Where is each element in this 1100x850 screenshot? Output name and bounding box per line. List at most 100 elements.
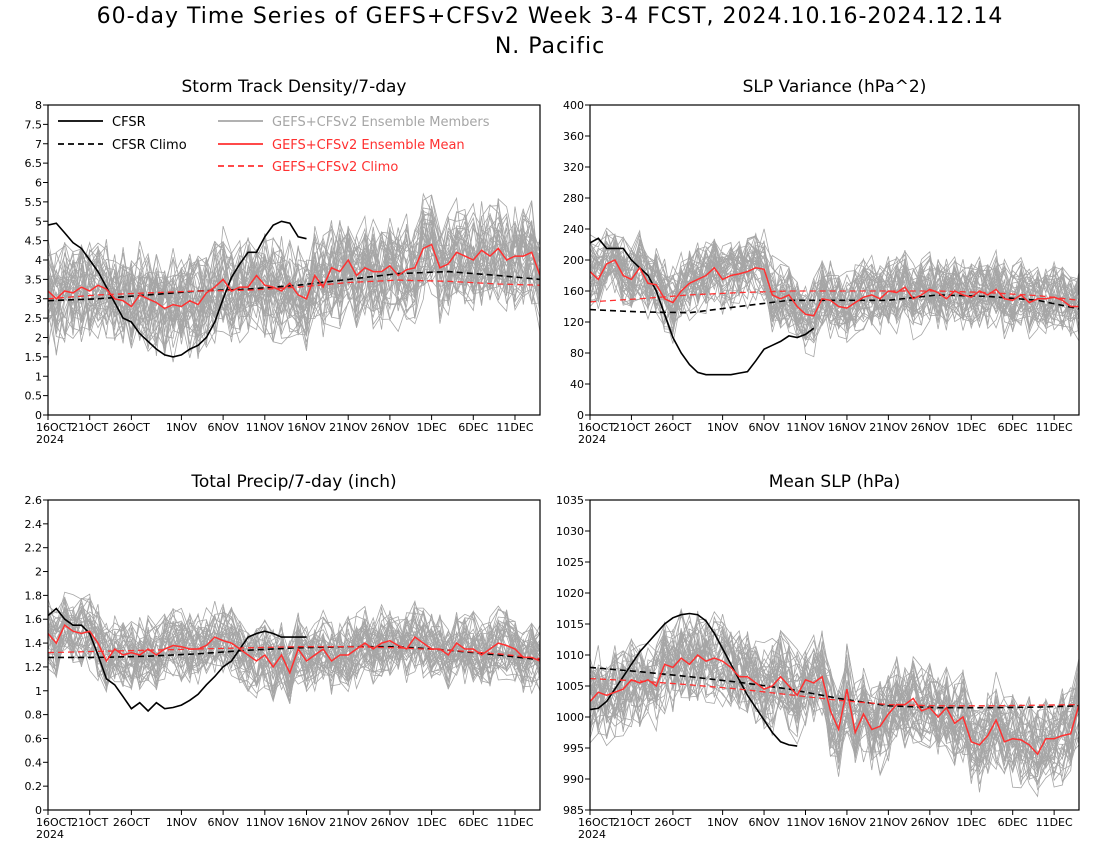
plot-frame (47, 104, 541, 416)
plot-area (590, 227, 1079, 376)
plot-frame (589, 104, 1080, 416)
ensemble-member-line (590, 615, 1079, 765)
x-year-label: 2024 (578, 828, 606, 841)
ensemble-member-line (48, 202, 540, 324)
ensemble-member-line (590, 629, 1079, 774)
y-tick-label: 5 (35, 215, 42, 228)
y-tick-label: 985 (563, 804, 584, 817)
panel-title: SLP Variance (hPa^2) (743, 77, 927, 97)
y-tick-label: 0 (35, 804, 42, 817)
y-tick-label: 7 (35, 138, 42, 151)
gefs-cfsv2-ensemble-mean-line (590, 259, 1079, 317)
panel-4: Mean SLP (hPa) 985 990 995 1000 1005 1010 1015 1… (556, 472, 1080, 841)
x-year-label: 2024 (578, 433, 606, 446)
y-tick-label: 0.2 (25, 780, 43, 793)
legend-label: CFSR (112, 115, 146, 130)
x-tick-label: 21NOV (869, 816, 908, 829)
y-tick-label: 6 (35, 177, 42, 190)
ensemble-member-line (590, 637, 1079, 765)
legend-label: GEFS+CFSv2 Ensemble Mean (272, 138, 465, 153)
x-tick-label: 1DEC (956, 816, 986, 829)
x-tick-label: 26NOV (371, 421, 410, 434)
x-tick-label: 1NOV (166, 816, 198, 829)
ensemble-member-line (48, 601, 540, 673)
x-tick-label: 11DEC (496, 421, 533, 434)
x-tick-label: 1NOV (166, 421, 198, 434)
x-tick-label: 16NOV (828, 421, 867, 434)
y-tick-label: 320 (563, 161, 584, 174)
y-tick-label: 2.4 (25, 518, 43, 531)
x-tick-label: 6DEC (458, 816, 488, 829)
legend: CFSR CFSR Climo GEFS+CFSv2 Ensemble Member… (58, 115, 490, 175)
x-tick-label: 6DEC (458, 421, 488, 434)
cfsr-line (590, 237, 815, 376)
y-tick-label: 3 (35, 293, 42, 306)
ensemble-member-line (590, 232, 1079, 331)
y-tick-label: 2.2 (25, 542, 43, 555)
x-tick-label: 11NOV (246, 421, 285, 434)
ensemble-member-line (48, 230, 540, 345)
y-tick-label: 1030 (556, 525, 584, 538)
x-tick-label: 6NOV (208, 816, 240, 829)
x-tick-label: 21NOV (329, 816, 368, 829)
ensemble-member-line (48, 195, 540, 331)
ensemble-member-line (590, 240, 1079, 341)
y-tick-label: 1 (35, 370, 42, 383)
x-tick-label: 26OCT (113, 816, 150, 829)
figure-subtitle: N. Pacific (494, 34, 606, 59)
legend-label: GEFS+CFSv2 Climo (272, 160, 398, 175)
ensemble-member-line (590, 638, 1079, 789)
x-tick-label: 21OCT (71, 421, 108, 434)
y-tick-label: 1 (35, 685, 42, 698)
y-tick-label: 0.8 (25, 709, 43, 722)
plot-area (48, 591, 540, 713)
x-year-label: 2024 (36, 433, 64, 446)
cfsr-line (48, 607, 307, 713)
ensemble-member-line (48, 613, 540, 690)
x-tick-label: 11NOV (786, 421, 825, 434)
x-year-label: 2024 (36, 828, 64, 841)
x-tick-label: 21OCT (71, 816, 108, 829)
ensemble-member-line (590, 610, 1079, 755)
y-tick-label: 1.5 (25, 351, 43, 364)
ensemble-member-line (590, 241, 1079, 327)
ensemble-member-line (590, 235, 1079, 324)
y-tick-label: 990 (563, 773, 584, 786)
y-tick-label: 360 (563, 130, 584, 143)
panel-3: Total Precip/7-day (inch)00.20.40.60.811… (25, 472, 541, 841)
x-tick-label: 1NOV (707, 421, 739, 434)
y-tick-label: 0.5 (25, 390, 43, 403)
ensemble-member-line (590, 612, 1079, 763)
y-tick-label: 280 (563, 192, 584, 205)
x-tick-label: 6DEC (998, 816, 1028, 829)
y-tick-label: 200 (563, 254, 584, 267)
cfsr-climo-line (48, 270, 540, 302)
x-tick-label: 16NOV (828, 816, 867, 829)
x-tick-label: 1DEC (417, 421, 447, 434)
gefs-cfsv2-climo-line (48, 279, 540, 300)
y-tick-label: 1005 (556, 680, 584, 693)
x-tick-label: 16OCT (36, 421, 73, 434)
ensemble-member-line (48, 218, 540, 335)
x-tick-label: 26OCT (654, 421, 691, 434)
x-tick-label: 16NOV (287, 816, 326, 829)
figure-title: 60-day Time Series of GEFS+CFSv2 Week 3-… (96, 4, 1004, 29)
y-tick-label: 4 (35, 254, 42, 267)
x-tick-label: 21OCT (613, 421, 650, 434)
panel-title: Total Precip/7-day (inch) (190, 472, 396, 492)
ensemble-member-line (590, 235, 1079, 331)
y-tick-label: 995 (563, 742, 584, 755)
plot-area (590, 607, 1079, 798)
plot-frame (589, 499, 1080, 811)
x-tick-label: 11NOV (786, 816, 825, 829)
ensemble-member-line (590, 236, 1079, 325)
x-tick-label: 16OCT (36, 816, 73, 829)
x-tick-label: 11DEC (496, 816, 533, 829)
y-tick-label: 1.4 (25, 637, 43, 650)
y-tick-label: 1.8 (25, 589, 43, 602)
y-tick-label: 120 (563, 316, 584, 329)
gefs-cfsv2-ensemble-mean-line (48, 624, 540, 675)
panel-title: Storm Track Density/7-day (182, 77, 407, 97)
y-tick-label: 0.4 (25, 756, 43, 769)
